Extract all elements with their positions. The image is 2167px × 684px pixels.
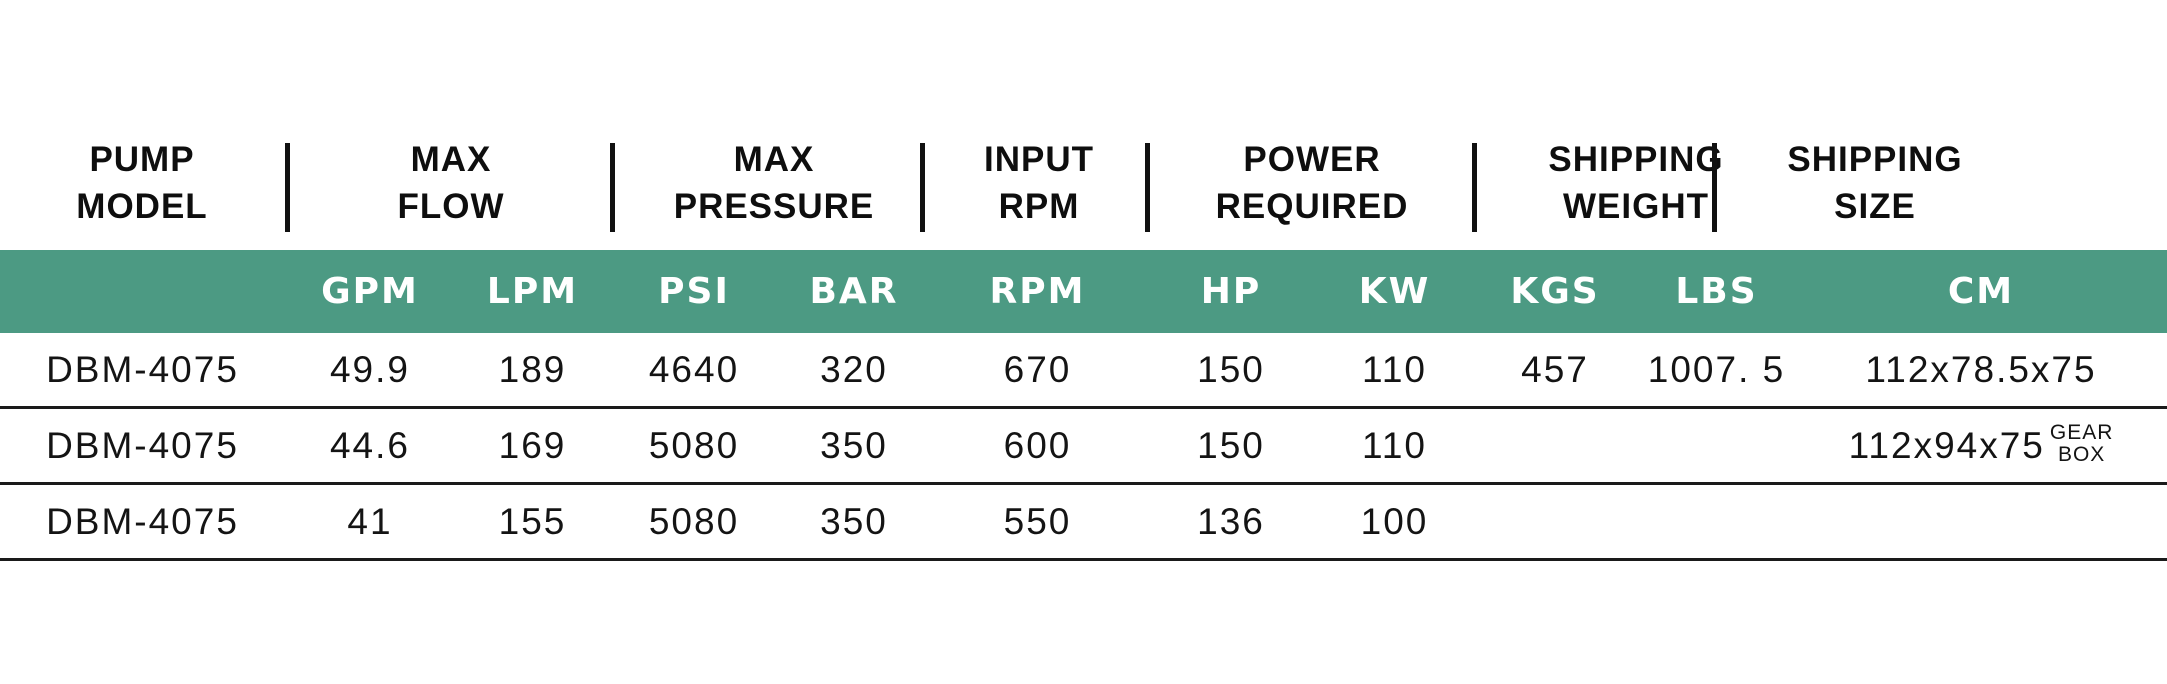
group-header-input-rpm: INPUT RPM <box>879 136 1199 230</box>
cell-lpm: 169 <box>455 407 610 485</box>
unit-cell-empty <box>0 250 285 333</box>
cell-kw: 110 <box>1317 407 1472 485</box>
cell-bar: 350 <box>778 483 930 561</box>
spec-table: GPM LPM PSI BAR RPM HP KW KGS LBS CM DBM… <box>0 250 2167 561</box>
unit-cell-rpm: RPM <box>930 250 1145 333</box>
cell-kw: 110 <box>1317 333 1472 409</box>
data-row-3: DBM-4075 41 155 5080 350 550 136 100 <box>0 483 2167 561</box>
data-row-2: DBM-4075 44.6 169 5080 350 600 150 110 1… <box>0 407 2167 485</box>
cell-hp: 150 <box>1145 407 1317 485</box>
shipping-size-with-note: 112x94x75 GEAR BOX <box>1848 420 2114 468</box>
unit-cell-cm: CM <box>1795 250 2167 333</box>
cell-gpm: 44.6 <box>285 407 455 485</box>
group-header-pump-model: PUMP MODEL <box>0 136 302 230</box>
cell-kgs: 457 <box>1472 333 1638 409</box>
cell-lpm: 155 <box>455 483 610 561</box>
header-divider-4 <box>1145 143 1150 232</box>
group-header-shipping-size: SHIPPING SIZE <box>1715 136 2035 230</box>
group-header-shipping-weight: SHIPPING WEIGHT <box>1476 136 1796 230</box>
group-header-max-flow: MAX FLOW <box>291 136 611 230</box>
cell-hp: 136 <box>1145 483 1317 561</box>
cell-cm <box>1795 483 2167 561</box>
cell-gpm: 49.9 <box>285 333 455 409</box>
unit-cell-kgs: KGS <box>1472 250 1638 333</box>
cell-model: DBM-4075 <box>0 483 285 561</box>
unit-cell-lbs: LBS <box>1638 250 1795 333</box>
cell-rpm: 600 <box>930 407 1145 485</box>
table-header-groups: PUMP MODEL MAX FLOW MAX PRESSURE INPUT R… <box>0 0 2167 250</box>
gearbox-note-line: BOX <box>2057 442 2106 466</box>
cell-bar: 320 <box>778 333 930 409</box>
unit-cell-hp: HP <box>1145 250 1317 333</box>
cell-kgs <box>1472 407 1638 485</box>
group-header-line: SIZE <box>1834 187 1916 226</box>
group-header-line: WEIGHT <box>1563 187 1709 226</box>
cell-psi: 5080 <box>610 483 778 561</box>
cell-gpm: 41 <box>285 483 455 561</box>
shipping-size-value: 112x94x75 <box>1848 424 2045 466</box>
header-divider-1 <box>285 143 290 232</box>
group-header-line: SHIPPING <box>1548 140 1724 179</box>
cell-rpm: 550 <box>930 483 1145 561</box>
cell-psi: 4640 <box>610 333 778 409</box>
header-divider-2 <box>610 143 615 232</box>
gearbox-note-line: GEAR <box>2049 420 2114 444</box>
cell-cm: 112x78.5x75 <box>1795 333 2167 409</box>
cell-lbs <box>1638 483 1795 561</box>
cell-psi: 5080 <box>610 407 778 485</box>
cell-bar: 350 <box>778 407 930 485</box>
group-header-power-required: POWER REQUIRED <box>1152 136 1472 230</box>
group-header-line: FLOW <box>397 187 505 226</box>
cell-hp: 150 <box>1145 333 1317 409</box>
unit-cell-kw: KW <box>1317 250 1472 333</box>
unit-cell-gpm: GPM <box>285 250 455 333</box>
cell-kw: 100 <box>1317 483 1472 561</box>
cell-lpm: 189 <box>455 333 610 409</box>
cell-model: DBM-4075 <box>0 333 285 409</box>
group-header-max-pressure: MAX PRESSURE <box>614 136 934 230</box>
header-divider-3 <box>920 143 925 232</box>
group-header-line: MODEL <box>76 187 208 226</box>
cell-model: DBM-4075 <box>0 407 285 485</box>
cell-kgs <box>1472 483 1638 561</box>
gearbox-note: GEAR BOX <box>2049 420 2114 466</box>
group-header-line: PRESSURE <box>673 187 875 226</box>
group-header-line: PUMP <box>89 140 195 179</box>
header-divider-5 <box>1472 143 1477 232</box>
unit-cell-bar: BAR <box>778 250 930 333</box>
group-header-line: RPM <box>998 187 1080 226</box>
unit-cell-psi: PSI <box>610 250 778 333</box>
cell-cm: 112x94x75 GEAR BOX <box>1795 407 2167 485</box>
group-header-line: REQUIRED <box>1215 187 1409 226</box>
group-header-line: MAX <box>733 140 815 179</box>
group-header-line: INPUT <box>984 140 1094 179</box>
units-row: GPM LPM PSI BAR RPM HP KW KGS LBS CM <box>0 250 2167 333</box>
group-header-line: SHIPPING <box>1787 140 1963 179</box>
group-header-line: POWER <box>1243 140 1381 179</box>
cell-lbs: 1007. 5 <box>1638 333 1795 409</box>
cell-lbs <box>1638 407 1795 485</box>
group-header-line: MAX <box>410 140 492 179</box>
data-row-1: DBM-4075 49.9 189 4640 320 670 150 110 4… <box>0 333 2167 409</box>
cell-rpm: 670 <box>930 333 1145 409</box>
header-divider-6 <box>1712 143 1717 232</box>
unit-cell-lpm: LPM <box>455 250 610 333</box>
